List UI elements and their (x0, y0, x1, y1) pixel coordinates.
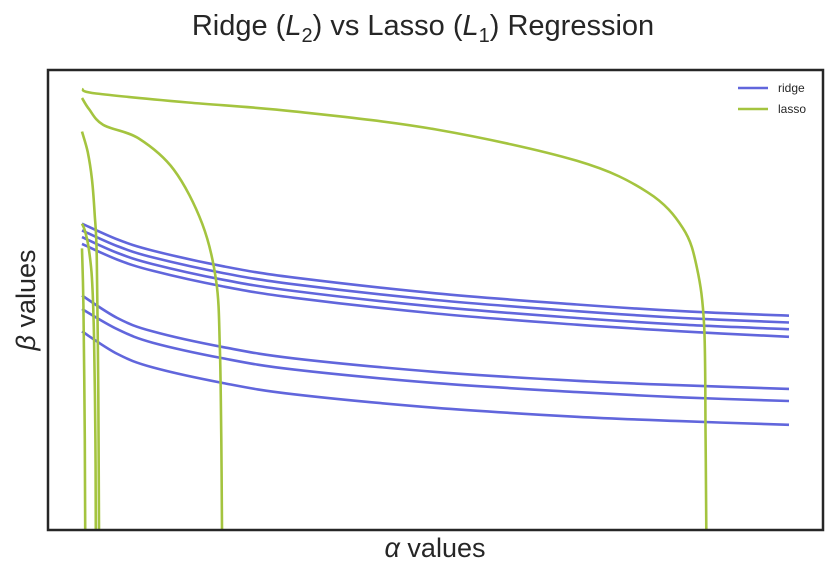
ridge-line-3 (81, 235, 790, 331)
legend: ridge lasso (738, 81, 806, 116)
ridge-line-2 (81, 229, 790, 324)
legend-label-lasso: lasso (778, 102, 806, 116)
plot-area-frame (46, 68, 825, 532)
x-axis-label: α values (385, 533, 486, 563)
chart-title: Ridge (L2) vs Lasso (L1) Regression (192, 10, 654, 47)
lasso-line-1 (81, 87, 708, 530)
lasso-line-2 (80, 97, 224, 530)
ridge-line-1 (81, 222, 790, 317)
lasso-line-5 (80, 248, 87, 530)
ridge-line-7 (81, 330, 790, 427)
legend-label-ridge: ridge (778, 81, 805, 95)
y-axis-label: β values (11, 250, 41, 352)
series-layer (80, 87, 790, 530)
ridge-line-5 (81, 294, 790, 391)
ridge-line-6 (81, 307, 790, 403)
ridge-line-4 (81, 242, 790, 339)
lasso-line-4 (80, 223, 98, 530)
lasso-line-3 (80, 131, 101, 530)
